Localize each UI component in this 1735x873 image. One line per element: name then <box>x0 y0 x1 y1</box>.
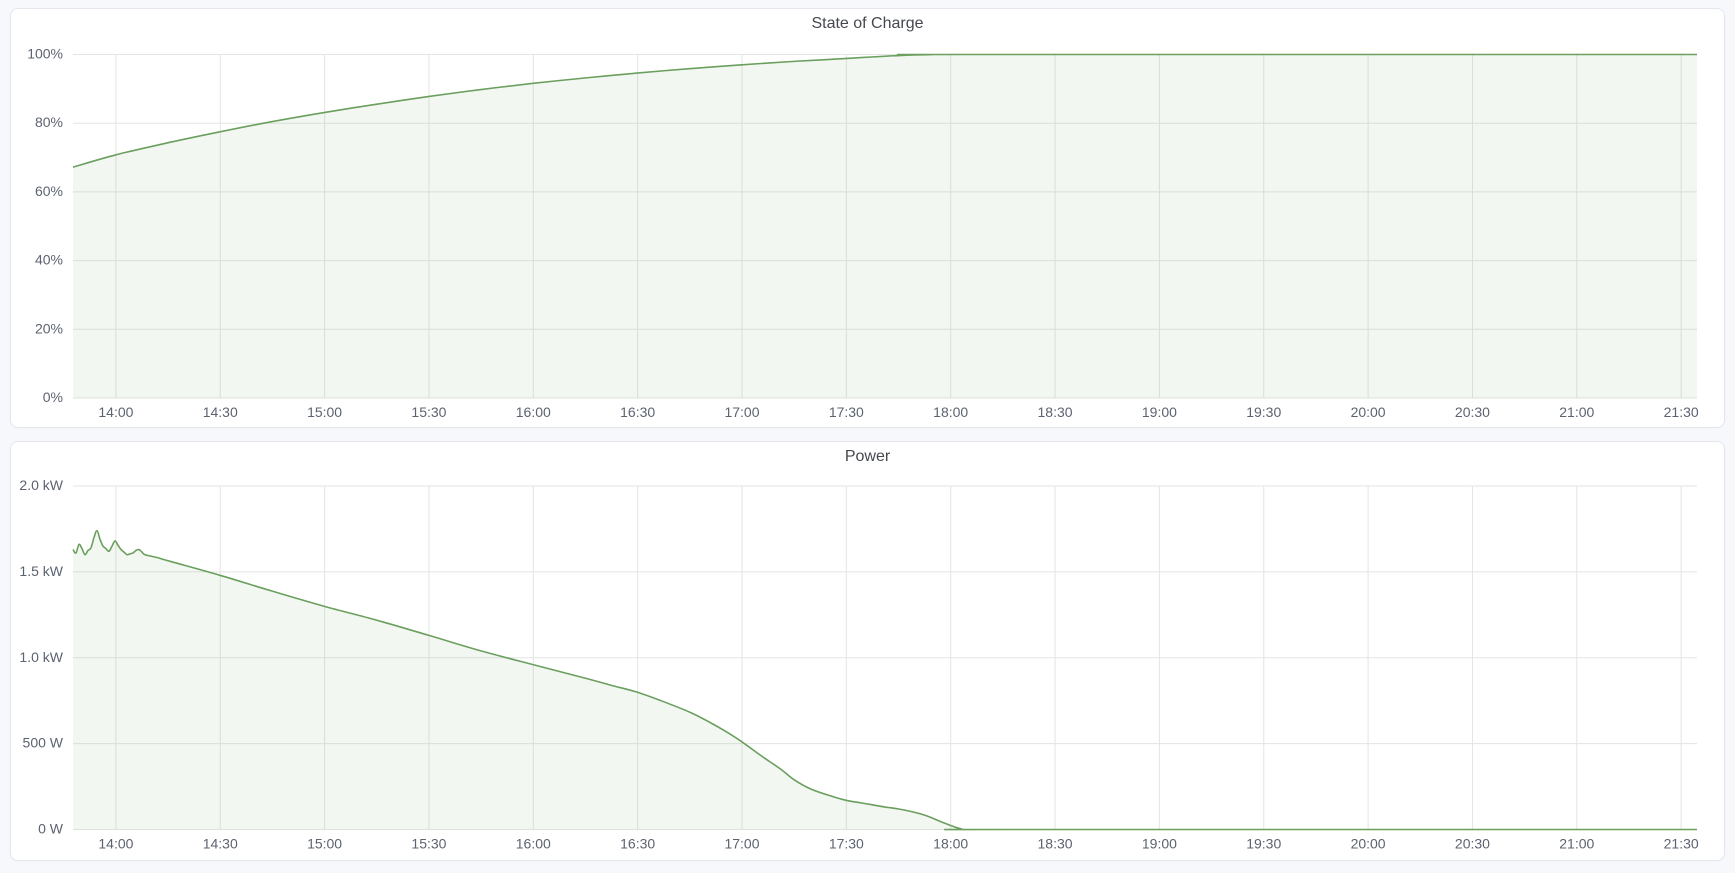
svg-text:15:30: 15:30 <box>411 836 446 852</box>
svg-text:16:00: 16:00 <box>516 836 551 852</box>
svg-text:20:00: 20:00 <box>1351 836 1386 852</box>
svg-text:15:30: 15:30 <box>411 404 446 420</box>
svg-text:19:00: 19:00 <box>1142 836 1177 852</box>
svg-text:16:30: 16:30 <box>620 836 655 852</box>
svg-text:15:00: 15:00 <box>307 836 342 852</box>
svg-text:100%: 100% <box>27 46 63 62</box>
svg-text:17:30: 17:30 <box>829 836 864 852</box>
svg-text:16:30: 16:30 <box>620 404 655 420</box>
svg-text:60%: 60% <box>35 183 63 199</box>
svg-text:19:30: 19:30 <box>1246 836 1281 852</box>
svg-text:21:00: 21:00 <box>1559 404 1594 420</box>
svg-text:80%: 80% <box>35 114 63 130</box>
svg-text:20:30: 20:30 <box>1455 836 1490 852</box>
svg-text:1.5 kW: 1.5 kW <box>19 563 63 579</box>
svg-text:18:30: 18:30 <box>1038 836 1073 852</box>
svg-text:0 W: 0 W <box>38 821 64 837</box>
svg-text:0%: 0% <box>43 389 63 405</box>
svg-text:18:00: 18:00 <box>933 404 968 420</box>
svg-text:18:30: 18:30 <box>1038 404 1073 420</box>
svg-text:17:00: 17:00 <box>724 404 759 420</box>
svg-text:21:00: 21:00 <box>1559 836 1594 852</box>
svg-text:2.0 kW: 2.0 kW <box>19 477 63 493</box>
svg-text:15:00: 15:00 <box>307 404 342 420</box>
svg-text:16:00: 16:00 <box>516 404 551 420</box>
svg-text:20:30: 20:30 <box>1455 404 1490 420</box>
svg-text:19:30: 19:30 <box>1246 404 1281 420</box>
svg-text:17:30: 17:30 <box>829 404 864 420</box>
svg-text:14:00: 14:00 <box>98 404 133 420</box>
svg-text:18:00: 18:00 <box>933 836 968 852</box>
svg-text:17:00: 17:00 <box>724 836 759 852</box>
svg-text:1.0 kW: 1.0 kW <box>19 649 63 665</box>
svg-text:19:00: 19:00 <box>1142 404 1177 420</box>
svg-text:21:30: 21:30 <box>1664 404 1699 420</box>
svg-text:14:00: 14:00 <box>98 836 133 852</box>
svg-text:500 W: 500 W <box>23 735 64 751</box>
svg-text:21:30: 21:30 <box>1664 836 1699 852</box>
svg-text:40%: 40% <box>35 252 63 268</box>
svg-text:20%: 20% <box>35 320 63 336</box>
svg-text:14:30: 14:30 <box>203 836 238 852</box>
svg-text:14:30: 14:30 <box>203 404 238 420</box>
svg-text:20:00: 20:00 <box>1351 404 1386 420</box>
